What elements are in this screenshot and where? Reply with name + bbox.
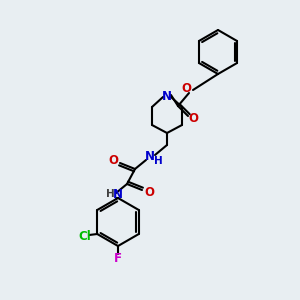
Text: O: O <box>188 112 198 125</box>
Text: O: O <box>108 154 118 167</box>
Text: Cl: Cl <box>79 230 92 242</box>
Text: N: N <box>113 188 123 200</box>
Text: H: H <box>106 189 114 199</box>
Text: O: O <box>144 185 154 199</box>
Text: N: N <box>145 149 155 163</box>
Text: N: N <box>162 91 172 103</box>
Text: H: H <box>154 156 162 166</box>
Text: O: O <box>181 82 191 94</box>
Text: F: F <box>114 251 122 265</box>
